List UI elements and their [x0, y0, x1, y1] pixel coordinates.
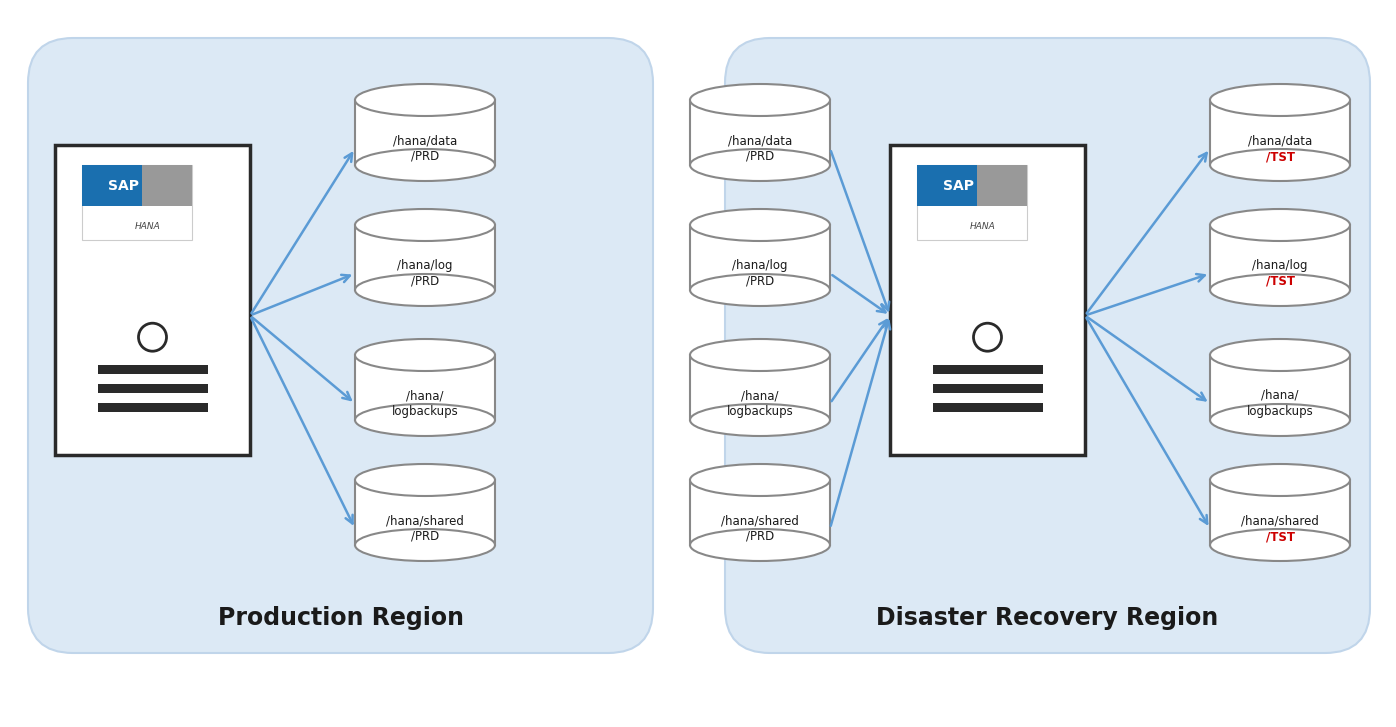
- Text: /hana/data
/PRD: /hana/data /PRD: [392, 134, 456, 163]
- Ellipse shape: [690, 84, 831, 116]
- Ellipse shape: [1210, 209, 1350, 241]
- Bar: [355, 480, 496, 545]
- Text: Disaster Recovery Region: Disaster Recovery Region: [877, 606, 1219, 630]
- Text: logbackups: logbackups: [1247, 405, 1314, 418]
- Circle shape: [138, 324, 166, 351]
- Ellipse shape: [690, 149, 831, 181]
- Text: /TST: /TST: [1266, 150, 1294, 163]
- Text: /hana/log
/PRD: /hana/log /PRD: [398, 260, 452, 287]
- Text: /TST: /TST: [1266, 275, 1294, 288]
- Ellipse shape: [1210, 464, 1350, 496]
- Bar: [98, 384, 208, 393]
- FancyBboxPatch shape: [917, 165, 1027, 206]
- FancyBboxPatch shape: [82, 165, 191, 240]
- Ellipse shape: [355, 404, 496, 436]
- Bar: [98, 365, 208, 374]
- Bar: [690, 100, 831, 165]
- Bar: [690, 480, 831, 545]
- Ellipse shape: [355, 209, 496, 241]
- Text: /hana/
logbackups: /hana/ logbackups: [727, 390, 793, 417]
- Ellipse shape: [355, 149, 496, 181]
- Text: SAP: SAP: [944, 179, 974, 193]
- Bar: [933, 403, 1043, 412]
- Text: HANA: HANA: [970, 222, 995, 231]
- Ellipse shape: [690, 529, 831, 561]
- Bar: [355, 225, 496, 290]
- Ellipse shape: [690, 274, 831, 306]
- FancyBboxPatch shape: [82, 165, 191, 206]
- Text: /hana/log: /hana/log: [1252, 259, 1308, 272]
- Text: /hana/shared
/PRD: /hana/shared /PRD: [722, 515, 799, 542]
- Text: /hana/data
/PRD: /hana/data /PRD: [727, 134, 792, 163]
- Text: /TST: /TST: [1266, 530, 1294, 543]
- Ellipse shape: [1210, 84, 1350, 116]
- Text: /hana/data: /hana/data: [1248, 134, 1312, 147]
- Ellipse shape: [690, 339, 831, 371]
- Ellipse shape: [690, 404, 831, 436]
- FancyBboxPatch shape: [28, 38, 653, 653]
- Bar: [690, 355, 831, 420]
- Ellipse shape: [355, 529, 496, 561]
- Polygon shape: [977, 165, 1027, 206]
- Bar: [690, 225, 831, 290]
- FancyBboxPatch shape: [54, 145, 250, 455]
- Ellipse shape: [355, 274, 496, 306]
- Text: SAP: SAP: [109, 179, 140, 193]
- Bar: [1210, 480, 1350, 545]
- Ellipse shape: [1210, 529, 1350, 561]
- Circle shape: [973, 324, 1001, 351]
- Ellipse shape: [690, 209, 831, 241]
- Text: /hana/shared: /hana/shared: [1241, 514, 1319, 527]
- Polygon shape: [142, 165, 191, 206]
- Bar: [1210, 225, 1350, 290]
- Text: Production Region: Production Region: [218, 606, 463, 630]
- Ellipse shape: [1210, 149, 1350, 181]
- Text: /hana/
logbackups: /hana/ logbackups: [392, 390, 458, 417]
- Text: /hana/shared
/PRD: /hana/shared /PRD: [387, 515, 463, 542]
- Bar: [933, 365, 1043, 374]
- Bar: [355, 100, 496, 165]
- Ellipse shape: [1210, 339, 1350, 371]
- Bar: [1210, 355, 1350, 420]
- Ellipse shape: [1210, 274, 1350, 306]
- Bar: [1210, 100, 1350, 165]
- Text: /hana/: /hana/: [1261, 389, 1298, 402]
- Bar: [98, 403, 208, 412]
- Bar: [355, 355, 496, 420]
- Ellipse shape: [1210, 404, 1350, 436]
- Text: HANA: HANA: [135, 222, 161, 231]
- FancyBboxPatch shape: [891, 145, 1085, 455]
- Ellipse shape: [355, 464, 496, 496]
- Text: /hana/log
/PRD: /hana/log /PRD: [733, 260, 787, 287]
- FancyBboxPatch shape: [725, 38, 1369, 653]
- Ellipse shape: [690, 464, 831, 496]
- FancyBboxPatch shape: [917, 165, 1027, 240]
- Bar: [933, 384, 1043, 393]
- Ellipse shape: [355, 339, 496, 371]
- Ellipse shape: [355, 84, 496, 116]
